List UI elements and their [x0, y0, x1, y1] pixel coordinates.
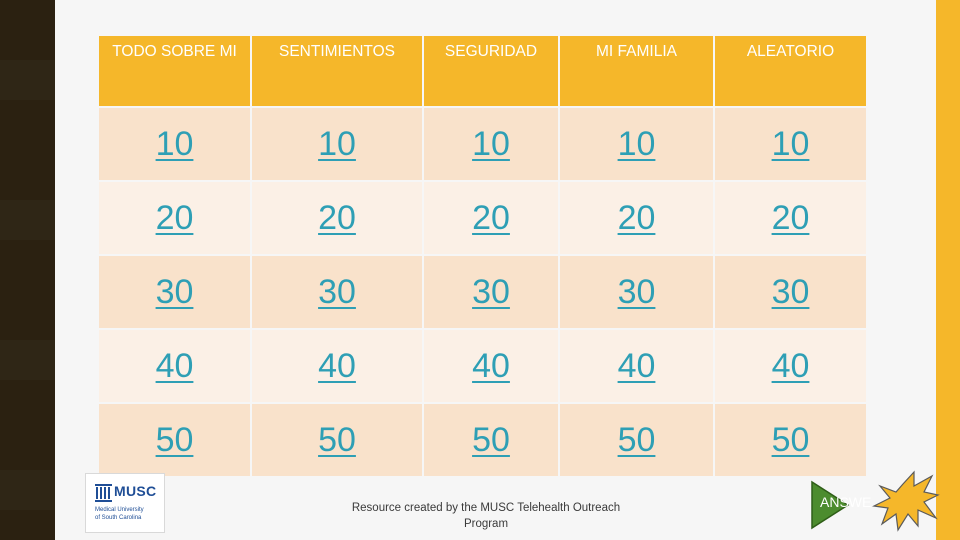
point-value-link[interactable]: 30: [252, 256, 422, 328]
point-value-link[interactable]: 20: [560, 182, 713, 254]
point-value-link[interactable]: 40: [252, 330, 422, 402]
category-header: TODO SOBRE MI: [99, 36, 250, 106]
point-value-link[interactable]: 10: [715, 108, 866, 180]
logo-subtext: Medical University: [95, 507, 144, 513]
point-value-link[interactable]: 10: [99, 108, 250, 180]
category-header: ALEATORIO: [715, 36, 866, 106]
answer-arrow-icon: [811, 470, 940, 532]
category-header: SENTIMIENTOS: [252, 36, 422, 106]
point-value-link[interactable]: 40: [715, 330, 866, 402]
musc-building-icon: [95, 484, 112, 502]
point-value-link[interactable]: 30: [560, 256, 713, 328]
right-accent-strip: [936, 0, 960, 540]
left-decorative-strip: [0, 0, 55, 540]
point-value-link[interactable]: 50: [424, 404, 558, 476]
credit-text: Resource created by the MUSC Telehealth …: [351, 502, 621, 530]
point-value-link[interactable]: 40: [99, 330, 250, 402]
musc-logo: MUSC Medical University of South Carolin…: [85, 473, 165, 533]
point-value-link[interactable]: 10: [560, 108, 713, 180]
answer-button[interactable]: ANSWE: [800, 470, 940, 540]
point-value-link[interactable]: 40: [560, 330, 713, 402]
point-value-link[interactable]: 30: [99, 256, 250, 328]
point-value-link[interactable]: 20: [715, 182, 866, 254]
point-value-link[interactable]: 50: [252, 404, 422, 476]
point-value-link[interactable]: 40: [424, 330, 558, 402]
point-value-link[interactable]: 50: [715, 404, 866, 476]
logo-wordmark: MUSC: [114, 483, 157, 499]
point-value-link[interactable]: 30: [424, 256, 558, 328]
point-value-link[interactable]: 10: [252, 108, 422, 180]
point-value-link[interactable]: 20: [99, 182, 250, 254]
logo-subtext: of South Carolina: [95, 515, 142, 521]
jeopardy-board: TODO SOBRE MI SENTIMIENTOS SEGURIDAD MI …: [99, 36, 866, 476]
point-value-link[interactable]: 20: [424, 182, 558, 254]
answer-label: ANSWE: [820, 494, 872, 510]
point-value-link[interactable]: 50: [99, 404, 250, 476]
point-value-link[interactable]: 50: [560, 404, 713, 476]
point-value-link[interactable]: 30: [715, 256, 866, 328]
category-header: SEGURIDAD: [424, 36, 558, 106]
point-value-link[interactable]: 10: [424, 108, 558, 180]
category-header: MI FAMILIA: [560, 36, 713, 106]
point-value-link[interactable]: 20: [252, 182, 422, 254]
